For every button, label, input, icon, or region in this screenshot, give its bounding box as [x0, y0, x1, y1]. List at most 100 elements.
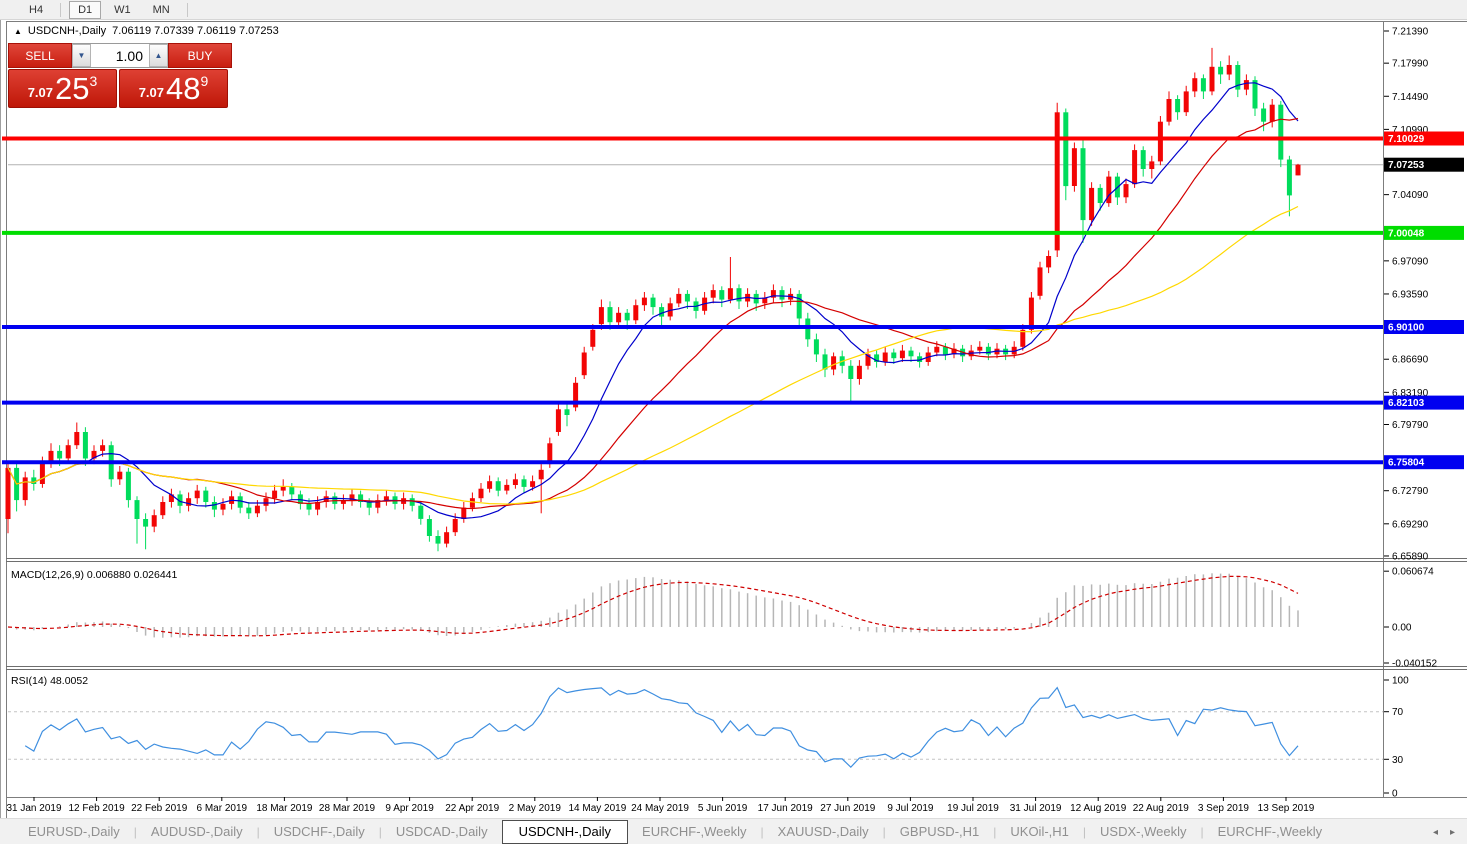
tab-xauusd-daily[interactable]: XAUUSD-,Daily [777, 824, 869, 839]
tab-separator: | [993, 824, 997, 839]
chart-ohlc-values: 7.06119 7.07339 7.06119 7.07253 [112, 25, 279, 37]
candle-body [1183, 91, 1189, 113]
rsi-axis-label: 30 [1392, 755, 1404, 766]
candle-body [1252, 80, 1258, 109]
candle-body [478, 488, 484, 499]
price-badge [1384, 157, 1464, 172]
macd-label: MACD(12,26,9) 0.006880 0.026441 [11, 569, 178, 581]
date-label: 17 Jun 2019 [758, 803, 813, 814]
candle-body [1261, 108, 1267, 122]
candle-body [1157, 121, 1163, 162]
candle-body [607, 307, 613, 323]
tab-eurchf-weekly[interactable]: EURCHF-,Weekly [642, 824, 747, 839]
candle-body [899, 350, 905, 359]
date-label: 3 Sep 2019 [1198, 803, 1250, 814]
candle-body [177, 494, 183, 506]
tab-separator: | [133, 824, 137, 839]
tab-scroll-left-icon[interactable]: ◂ [1432, 826, 1438, 838]
buy-price-panel[interactable]: 7.07 48 9 [119, 69, 228, 108]
candle-body [1011, 346, 1017, 355]
candle-body [598, 307, 604, 325]
candle-body [1097, 187, 1103, 203]
volume-input[interactable] [91, 44, 149, 67]
tab-audusd-daily[interactable]: AUDUSD-,Daily [150, 824, 243, 839]
tab-usdcnh-daily[interactable]: USDCNH-,Daily [501, 819, 629, 844]
price-badge-label: 6.90100 [1388, 322, 1425, 333]
tab-scroll-right-icon[interactable]: ▸ [1449, 826, 1455, 838]
candle-body [409, 498, 415, 506]
candle-body [134, 500, 140, 519]
candle-body [573, 382, 579, 408]
candle-body [512, 479, 518, 485]
volume-increase-icon[interactable]: ▲ [149, 44, 168, 67]
candle-body [160, 502, 166, 516]
candle-body [203, 490, 209, 502]
candle-body [564, 409, 570, 415]
date-label: 19 Jul 2019 [947, 803, 999, 814]
tab-usdchf-daily[interactable]: USDCHF-,Daily [273, 824, 365, 839]
tab-separator: | [378, 824, 382, 839]
price-badge [1384, 395, 1464, 410]
date-label: 22 Feb 2019 [131, 803, 188, 814]
sell-price-point: 3 [89, 73, 98, 89]
candle-body [547, 443, 553, 465]
tab-ukoil-h1[interactable]: UKOil-,H1 [1010, 824, 1069, 839]
candle-body [1209, 66, 1215, 92]
candle-body [125, 471, 131, 501]
buy-price-point: 9 [200, 73, 209, 89]
candle-body [1080, 148, 1086, 221]
tab-gbpusd-h1[interactable]: GBPUSD-,H1 [899, 824, 980, 839]
volume-decrease-icon[interactable]: ▼ [72, 44, 91, 67]
candle-body [358, 494, 364, 502]
candle-body [186, 498, 192, 506]
candle-body [659, 307, 665, 317]
tab-separator: | [1200, 824, 1204, 839]
price-badge [1384, 320, 1464, 334]
candle-body [581, 352, 587, 376]
timeframe-d1[interactable]: D1 [69, 0, 102, 19]
candle-body [91, 450, 97, 459]
date-label: 22 Apr 2019 [445, 803, 499, 814]
date-label: 24 May 2019 [631, 803, 689, 814]
candle-body [555, 409, 561, 432]
candle-body [641, 297, 647, 306]
tab-eurusd-daily[interactable]: EURUSD-,Daily [28, 824, 120, 839]
candle-body [211, 502, 217, 510]
tab-eurchf-weekly[interactable]: EURCHF-,Weekly [1217, 824, 1323, 839]
tab-usdcad-daily[interactable]: USDCAD-,Daily [395, 824, 488, 839]
sell-button[interactable]: SELL [8, 43, 72, 68]
candle-body [633, 305, 639, 321]
tab-usdx-weekly[interactable]: USDX-,Weekly [1100, 824, 1187, 839]
candle-body [538, 469, 544, 480]
candle-body [22, 477, 28, 501]
date-label: 12 Aug 2019 [1070, 803, 1127, 814]
toolbar-separator [186, 2, 188, 17]
candle-body [366, 502, 372, 508]
timeframe-h4[interactable]: H4 [29, 3, 44, 16]
price-axis-label: 7.14490 [1392, 92, 1429, 103]
candle-body [813, 339, 819, 355]
buy-price-pips: 48 [166, 71, 201, 106]
collapse-arrow-icon[interactable]: ▲ [14, 26, 22, 36]
date-label: 9 Apr 2019 [385, 803, 434, 814]
candle-body [1226, 65, 1232, 75]
candle-body [1166, 99, 1172, 122]
candle-body [340, 500, 346, 504]
candle-body [487, 481, 493, 489]
candle-body [504, 484, 510, 491]
candle-body [332, 496, 338, 504]
date-label: 28 Mar 2019 [319, 803, 376, 814]
candle-body [942, 346, 948, 355]
buy-button[interactable]: BUY [168, 43, 232, 68]
one-click-trading-widget: SELL ▼ ▲ BUY 7.07 25 3 7.07 48 9 [8, 43, 232, 108]
timeframe-mn[interactable]: MN [152, 3, 170, 16]
price-badge [1384, 131, 1464, 146]
price-axis-label: 6.83190 [1392, 388, 1429, 399]
candle-body [383, 496, 389, 501]
tab-list: EURUSD-,Daily | AUDUSD-,Daily | USDCHF-,Dail… [14, 819, 1336, 844]
sell-price-panel[interactable]: 7.07 25 3 [8, 69, 117, 108]
candle-body [590, 329, 596, 347]
date-label: 31 Jan 2019 [6, 803, 61, 814]
timeframe-w1[interactable]: W1 [114, 3, 131, 16]
